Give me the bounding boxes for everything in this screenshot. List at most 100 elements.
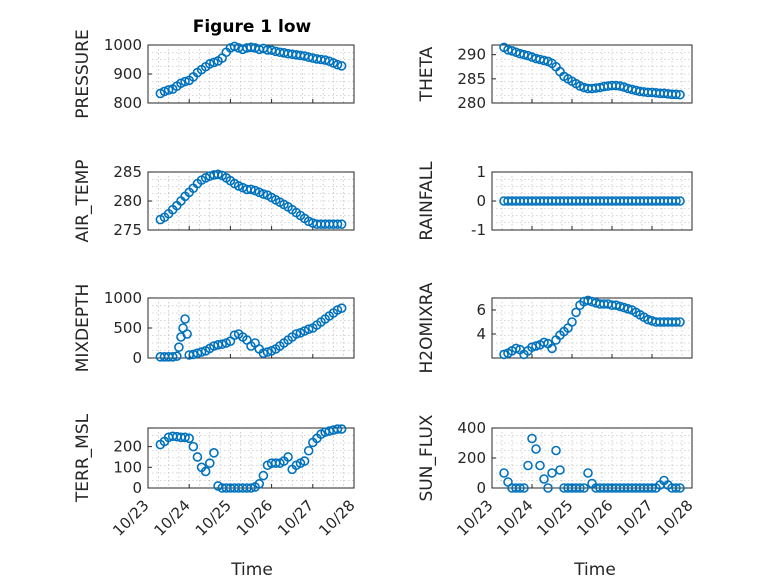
data-point bbox=[320, 55, 330, 65]
y-tick-label: 200 bbox=[457, 449, 486, 467]
data-point bbox=[531, 341, 541, 351]
panel-theta: 280 285 290 THETA bbox=[417, 42, 693, 112]
data-point bbox=[258, 348, 269, 359]
data-point bbox=[246, 483, 256, 493]
data-point bbox=[291, 329, 302, 339]
data-point bbox=[555, 465, 565, 475]
y-axis-label: MIXDEPTH bbox=[73, 284, 93, 373]
y-tick-label: 1000 bbox=[104, 36, 142, 54]
data-point bbox=[180, 432, 190, 443]
data-point bbox=[579, 483, 589, 493]
data-point bbox=[180, 76, 190, 87]
x-tick-label: 10/25 bbox=[533, 496, 576, 539]
y-axis-label: AIR_TEMP bbox=[73, 160, 93, 243]
x-tick-label: 10/24 bbox=[150, 496, 193, 539]
data-point bbox=[671, 317, 681, 327]
data-point bbox=[192, 452, 203, 462]
data-point bbox=[543, 483, 553, 493]
y-tick-label: 500 bbox=[113, 319, 142, 337]
y-tick-label: -1 bbox=[471, 221, 486, 239]
y-tick-label: 400 bbox=[457, 419, 486, 437]
data-point bbox=[299, 456, 310, 466]
data-point bbox=[511, 343, 521, 354]
data-point bbox=[671, 483, 681, 493]
data-point bbox=[583, 468, 593, 478]
data-point bbox=[499, 468, 509, 478]
y-tick-label: 0 bbox=[132, 479, 142, 497]
data-point bbox=[671, 196, 681, 206]
y-tick-label: 800 bbox=[113, 94, 142, 112]
y-tick-label: 900 bbox=[113, 65, 142, 83]
x-tick-label: 10/24 bbox=[493, 496, 536, 539]
data-point bbox=[200, 466, 211, 477]
data-point bbox=[258, 470, 269, 481]
data-point bbox=[515, 483, 525, 493]
x-axis-label-right: Time bbox=[573, 560, 616, 580]
data-point bbox=[159, 86, 170, 97]
data-point bbox=[229, 41, 240, 52]
y-tick-label: 100 bbox=[113, 458, 142, 476]
x-tick-label: 10/25 bbox=[192, 496, 235, 539]
data-point bbox=[527, 433, 537, 444]
x-tick-label: 10/26 bbox=[233, 496, 276, 539]
data-point bbox=[163, 85, 174, 95]
data-point bbox=[188, 441, 199, 452]
data-point bbox=[174, 342, 184, 353]
data-point bbox=[209, 57, 219, 68]
data-point bbox=[332, 424, 343, 434]
data-point bbox=[205, 458, 215, 468]
panel-mixdepth: 0 500 1000 MIXDEPTH bbox=[73, 284, 355, 373]
y-tick-label: 280 bbox=[457, 94, 486, 112]
data-point bbox=[262, 347, 273, 357]
data-point bbox=[303, 324, 314, 335]
x-tick-label: 10/26 bbox=[573, 496, 616, 539]
data-point bbox=[184, 433, 194, 444]
data-point bbox=[283, 452, 293, 462]
y-tick-label: 6 bbox=[476, 301, 486, 319]
data-point bbox=[567, 317, 577, 327]
data-point bbox=[675, 89, 685, 100]
data-point bbox=[575, 483, 585, 493]
data-point bbox=[499, 349, 509, 360]
y-tick-label: 275 bbox=[113, 221, 142, 239]
data-point bbox=[535, 460, 545, 471]
x-axis-label-left: Time bbox=[230, 560, 273, 580]
data-point bbox=[332, 59, 343, 70]
data-point bbox=[217, 339, 227, 350]
x-tick-label: 10/27 bbox=[274, 496, 317, 539]
data-point bbox=[172, 351, 182, 362]
data-point bbox=[258, 189, 269, 199]
data-point bbox=[671, 89, 681, 100]
data-point bbox=[675, 483, 685, 493]
y-axis-label: TERR_MSL bbox=[73, 413, 93, 503]
data-point bbox=[675, 196, 685, 206]
x-tick-label: 10/28 bbox=[315, 496, 358, 539]
data-point bbox=[332, 219, 343, 229]
data-point bbox=[623, 303, 633, 314]
data-point bbox=[519, 483, 529, 493]
data-point bbox=[531, 444, 541, 454]
data-point bbox=[647, 483, 657, 493]
x-tick-label: 10/27 bbox=[613, 496, 656, 539]
data-point bbox=[246, 184, 256, 195]
panel-air_temp: 275 280 285 AIR_TEMP bbox=[73, 160, 355, 243]
data-point bbox=[551, 445, 561, 456]
y-axis-label: PRESSURE bbox=[73, 29, 93, 118]
y-tick-label: 4 bbox=[476, 325, 486, 343]
y-axis-label: RAINFALL bbox=[417, 161, 437, 241]
panel-h2omixra: 4 6 H2OMIXRA bbox=[417, 282, 693, 374]
y-tick-label: 1000 bbox=[104, 289, 142, 307]
y-tick-label: 290 bbox=[457, 46, 486, 64]
data-point bbox=[336, 303, 347, 314]
data-point bbox=[539, 337, 549, 348]
data-point bbox=[213, 169, 223, 180]
data-point bbox=[523, 460, 533, 471]
data-point bbox=[571, 307, 581, 318]
data-point bbox=[539, 474, 549, 484]
data-point bbox=[192, 348, 203, 359]
data-point bbox=[196, 347, 207, 357]
data-point bbox=[675, 317, 685, 327]
